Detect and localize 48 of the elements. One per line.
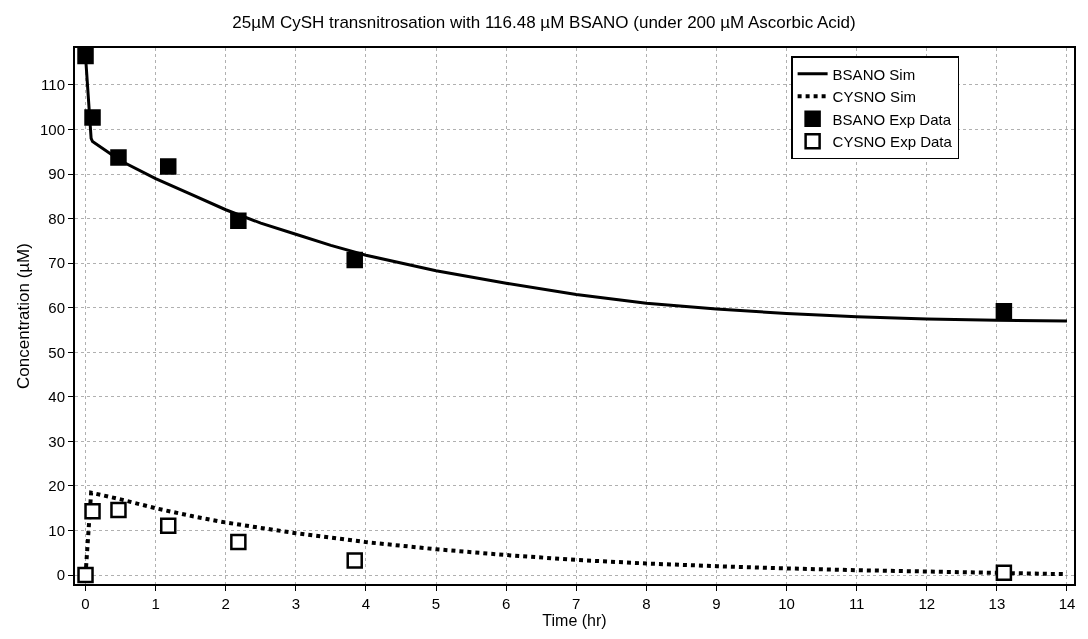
point: [230, 533, 247, 551]
x-tick-label: 1: [151, 595, 160, 612]
point: [346, 552, 363, 569]
legend-label: BSANO Exp Data: [832, 110, 952, 128]
y-tick-label: 70: [48, 254, 65, 272]
point: [230, 212, 247, 230]
legend-label: CYSNO Sim: [832, 88, 916, 106]
x-axis-title: Time (hr): [542, 612, 607, 629]
y-tick-label: 20: [48, 477, 65, 495]
y-tick-label: 0: [56, 566, 65, 584]
legend-label: BSANO Sim: [832, 65, 916, 83]
y-tick-label: 30: [48, 432, 65, 450]
chart-title: 25µM CySH transnitrosation with 116.48 µM BSANO (under 200 µM Ascorbic Acid): [232, 12, 856, 32]
y-tick-label: 90: [48, 165, 65, 183]
y-tick-label: 110: [41, 76, 65, 94]
x-tick-label: 7: [572, 595, 581, 612]
point: [159, 158, 177, 175]
y-tick-label: 10: [48, 521, 65, 539]
y-axis-title: Concentration (µM): [14, 243, 34, 389]
x-tick-label: 9: [712, 595, 721, 612]
x-tick-label: 3: [291, 595, 300, 612]
x-tick-label: 0: [81, 595, 90, 612]
point: [110, 501, 127, 519]
x-tick-label: 12: [918, 595, 936, 612]
y-tick-label: 40: [48, 388, 65, 406]
point: [84, 109, 101, 126]
point: [995, 303, 1013, 320]
y-tick-label: 50: [48, 343, 65, 361]
legend-label: CYSNO Exp Data: [832, 133, 953, 151]
point: [77, 566, 94, 584]
y-tick-label: 80: [48, 209, 65, 227]
x-tick-label: 5: [431, 595, 441, 612]
x-tick-label: 4: [361, 595, 371, 612]
x-tick-label: 13: [988, 595, 1006, 612]
x-tick-label: 6: [501, 595, 511, 612]
y-tick-label: 100: [39, 120, 65, 138]
point: [346, 251, 363, 269]
point: [159, 517, 177, 534]
x-tick-label: 11: [848, 595, 865, 612]
x-tick-label: 8: [642, 595, 651, 612]
point: [995, 564, 1013, 582]
point: [110, 149, 127, 166]
x-tick-label: 10: [778, 595, 795, 612]
x-tick-label: 2: [221, 595, 230, 612]
point: [84, 503, 101, 520]
y-tick-label: 60: [48, 299, 65, 317]
x-tick-label: 14: [1058, 595, 1076, 612]
point: [77, 48, 94, 65]
